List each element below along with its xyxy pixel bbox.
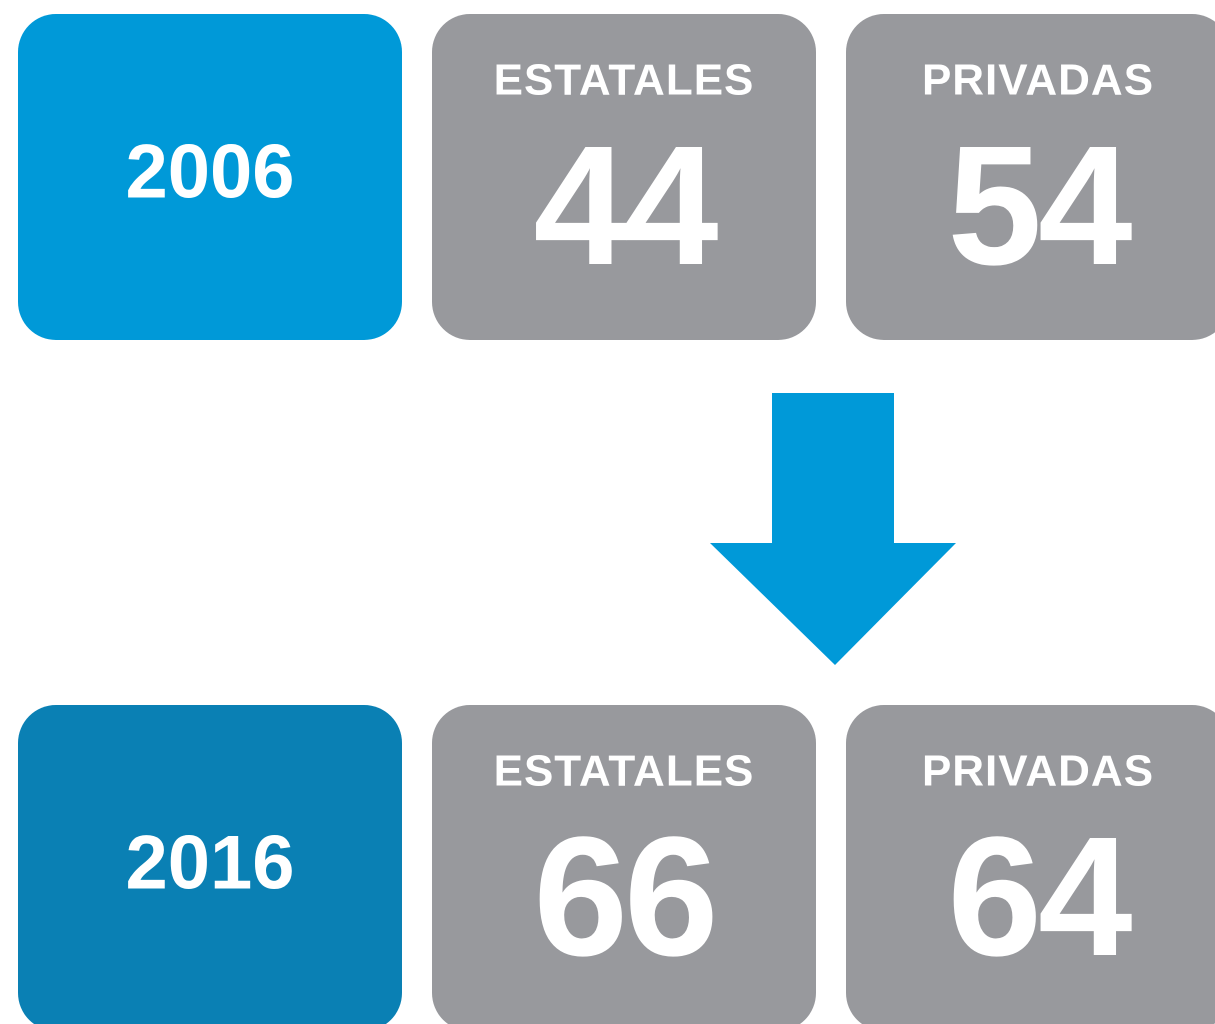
year-box <box>18 705 402 1024</box>
stat-label: ESTATALES <box>494 56 755 105</box>
stat-box <box>846 14 1215 340</box>
year: 2016 <box>125 821 294 906</box>
stat-box <box>846 705 1215 1024</box>
stat-label: ESTATALES <box>494 747 755 796</box>
year: 2006 <box>125 130 294 215</box>
arrow-shaft <box>772 393 894 545</box>
arrow-head <box>710 543 956 665</box>
down-arrow <box>710 393 956 665</box>
stat-box <box>432 705 816 1024</box>
stat-label: PRIVADAS <box>922 56 1154 105</box>
year-box <box>18 14 402 340</box>
stat-value: 54 <box>947 111 1132 301</box>
stat-value: 44 <box>533 111 718 301</box>
stat-value: 66 <box>533 802 714 992</box>
stat-label: PRIVADAS <box>922 747 1154 796</box>
stat-value: 64 <box>947 802 1132 992</box>
stat-box <box>432 14 816 340</box>
